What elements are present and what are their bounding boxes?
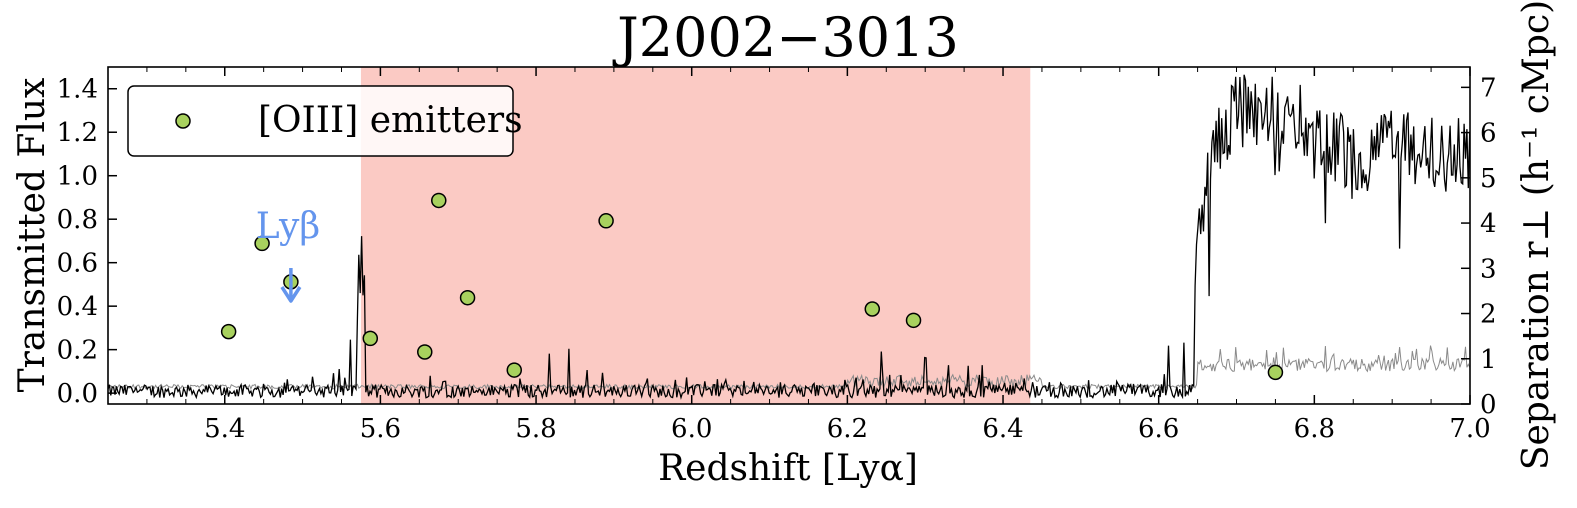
- lyb-arrow-head: [280, 286, 302, 303]
- x-axis-label: Redshift [Lyα]: [658, 448, 918, 489]
- legend-marker: [175, 113, 191, 129]
- emitter-point: [220, 323, 237, 340]
- y-tick-label: 1.2: [57, 118, 98, 148]
- y-tick-label: 0.0: [57, 379, 98, 409]
- emitter-point: [905, 312, 922, 329]
- plot-frame: [107, 66, 1471, 405]
- y-right-tick-label: 3: [1480, 254, 1497, 284]
- y-right-tick-label: 2: [1480, 300, 1497, 330]
- emitter-point: [459, 289, 476, 306]
- x-tick-label: 5.6: [360, 414, 401, 444]
- y-tick-label: 1.4: [57, 75, 98, 105]
- y-right-tick-label: 5: [1480, 164, 1497, 194]
- x-tick-label: 6.0: [671, 414, 712, 444]
- legend-box: [127, 85, 514, 157]
- lyb-arrow-icon: [280, 268, 302, 303]
- lyb-label: Lyβ: [256, 206, 320, 247]
- x-tick-label: 6.6: [1138, 414, 1179, 444]
- emitter-point: [864, 301, 881, 317]
- lyb-annotation: Lyβ: [256, 206, 320, 303]
- x-axis-ticks: 5.4 5.6 5.8 6.0 6.2 6.4 6.6 6.8 7.0: [146, 67, 1491, 444]
- emitter-points-layer: [220, 192, 1284, 381]
- emitter-point: [254, 235, 270, 252]
- spectrum-layer: [108, 74, 1470, 400]
- y-right-tick-label: 7: [1480, 73, 1497, 103]
- x-tick-label: 5.4: [204, 414, 245, 444]
- legend: [OIII] emitters: [127, 85, 523, 157]
- flux-spectrum-line: [108, 74, 1470, 400]
- y-right-axis-label: Separation r⊥ (h⁻¹ cMpc): [1516, 0, 1557, 470]
- x-tick-label: 6.2: [827, 414, 868, 444]
- y-right-tick-label: 1: [1480, 345, 1497, 375]
- x-tick-label: 6.8: [1294, 414, 1335, 444]
- y-axis-ticks: 0.0 0.2 0.4 0.6 0.8 1.0 1.2 1.4: [57, 75, 117, 409]
- chart-title: J2002−3013: [612, 6, 959, 69]
- y-tick-label: 0.4: [57, 292, 98, 322]
- emitter-point: [362, 330, 379, 347]
- emitter-point: [1267, 364, 1284, 381]
- y-tick-label: 0.6: [57, 249, 98, 279]
- y-tick-label: 0.8: [57, 205, 98, 235]
- emitter-point: [417, 344, 433, 360]
- emitter-point: [506, 362, 523, 378]
- y-right-tick-label: 6: [1480, 119, 1497, 149]
- legend-label: [OIII] emitters: [258, 100, 523, 141]
- y-right-axis-ticks: 0 1 2 3 4 5 6 7: [1461, 73, 1497, 420]
- y-right-tick-label: 0: [1480, 390, 1497, 420]
- y-tick-label: 1.0: [57, 162, 98, 192]
- y-tick-label: 0.2: [57, 336, 98, 366]
- x-tick-label: 5.8: [515, 414, 556, 444]
- emitter-point: [431, 192, 447, 209]
- x-tick-label: 7.0: [1449, 414, 1490, 444]
- x-tick-label: 6.4: [982, 414, 1023, 444]
- y-axis-label: Transmitted Flux: [12, 78, 53, 393]
- y-right-tick-label: 4: [1480, 209, 1497, 239]
- emitter-point: [598, 213, 614, 229]
